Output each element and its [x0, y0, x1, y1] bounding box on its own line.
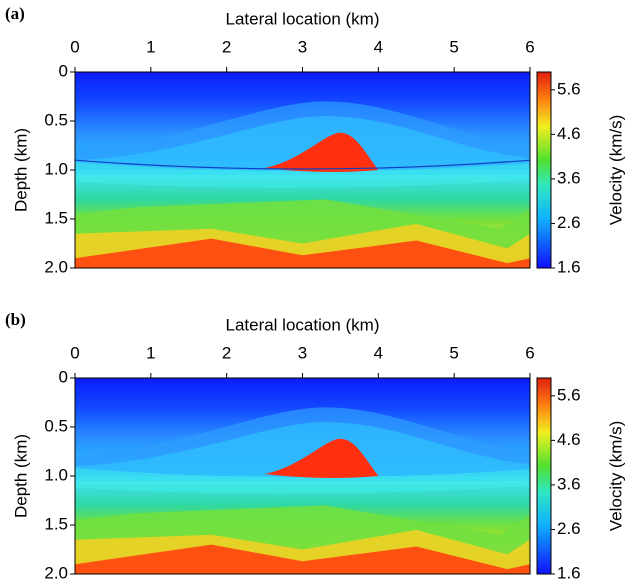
- y-tick-label: 0: [59, 61, 68, 80]
- velocity-image: [75, 378, 530, 574]
- velocity-layer: [75, 544, 530, 574]
- reflector: [75, 160, 530, 169]
- x-tick-label: 0: [70, 343, 79, 362]
- y-tick-label: 1.5: [44, 208, 68, 227]
- x-tick-label: 6: [525, 37, 534, 56]
- y-tick-label: 2.0: [44, 563, 68, 582]
- y-tick-label: 1.0: [44, 159, 68, 178]
- velocity-layer: [75, 238, 530, 268]
- colorbar-tick-label: 4.6: [557, 430, 581, 449]
- x-tick-label: 3: [298, 343, 307, 362]
- colorbar-label: Velocity (km/s): [606, 421, 625, 532]
- colorbar-tick-label: 3.6: [557, 168, 581, 187]
- colorbar-tick-label: 3.6: [557, 474, 581, 493]
- colorbar-tick-label: 5.6: [557, 79, 581, 98]
- x-tick-label: 4: [374, 343, 383, 362]
- y-axis-label: Depth (km): [11, 128, 30, 212]
- colorbar-tick-label: 1.6: [557, 563, 581, 582]
- y-tick-label: 1.0: [44, 465, 68, 484]
- panel-label: (b): [5, 310, 26, 329]
- velocity-layer: [264, 132, 379, 173]
- y-tick-label: 0: [59, 367, 68, 386]
- x-tick-label: 6: [525, 343, 534, 362]
- colorbar-tick-label: 5.6: [557, 385, 581, 404]
- x-axis-label: Lateral location (km): [225, 9, 379, 28]
- colorbar-tick-label: 1.6: [557, 257, 581, 276]
- x-tick-label: 5: [449, 37, 458, 56]
- x-tick-label: 3: [298, 37, 307, 56]
- panel: (b) Lateral location (km) Depth (km) 0 1 2 3 4 5…: [5, 310, 625, 583]
- colorbar: [536, 377, 552, 575]
- velocity-layer: [75, 116, 530, 175]
- x-tick-label: 5: [449, 343, 458, 362]
- x-axis-label: Lateral location (km): [225, 315, 379, 334]
- colorbar-tick-label: 4.6: [557, 124, 581, 143]
- x-tick-label: 1: [146, 37, 155, 56]
- y-tick-label: 1.5: [44, 514, 68, 533]
- velocity-layer: [75, 422, 530, 481]
- y-tick-label: 0.5: [44, 110, 68, 129]
- y-tick-label: 2.0: [44, 257, 68, 276]
- x-tick-label: 2: [222, 343, 231, 362]
- colorbar: [536, 71, 552, 269]
- y-axis-label: Depth (km): [11, 434, 30, 518]
- colorbar-tick-label: 2.6: [557, 519, 581, 538]
- velocity-image: [75, 72, 530, 268]
- velocity-layer: [75, 162, 530, 188]
- x-tick-label: 1: [146, 343, 155, 362]
- y-tick-label: 0.5: [44, 416, 68, 435]
- panel-label: (a): [5, 4, 25, 23]
- x-tick-label: 4: [374, 37, 383, 56]
- x-tick-label: 0: [70, 37, 79, 56]
- panel: (a) Lateral location (km) Depth (km) 0 1 2 3 4 5…: [5, 4, 625, 277]
- velocity-layer: [264, 438, 379, 479]
- colorbar-tick-label: 2.6: [557, 213, 581, 232]
- velocity-layer: [75, 468, 530, 494]
- x-tick-label: 2: [222, 37, 231, 56]
- colorbar-label: Velocity (km/s): [606, 115, 625, 226]
